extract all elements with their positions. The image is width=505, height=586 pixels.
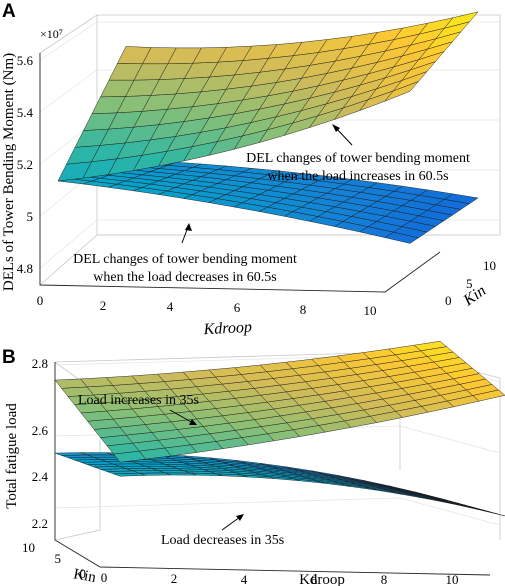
panel-b-x-tick: 6 bbox=[311, 572, 318, 586]
panel-b-x-tick: 10 bbox=[446, 572, 459, 586]
annotation-line: when the load decreases in 60.5s bbox=[93, 270, 277, 285]
panel-a-z-ticks: 4.8 5 5.2 5.4 5.6 bbox=[17, 53, 34, 276]
panel-b-z-tick: 2.2 bbox=[32, 516, 48, 531]
panel-b-y-tick: 0 bbox=[80, 566, 87, 581]
annotation-arrow bbox=[169, 409, 194, 424]
panel-a-z-tick: 5.2 bbox=[17, 157, 33, 172]
surface-cell bbox=[414, 491, 447, 501]
panel-a-y-tick: 5 bbox=[466, 276, 473, 291]
panel-a-x-ticks: 0 2 4 6 8 10 bbox=[37, 293, 377, 318]
panel-b-surfaces bbox=[54, 340, 505, 517]
panel-a-x-tick: 0 bbox=[37, 293, 44, 308]
panel-a-x-tick: 10 bbox=[364, 303, 377, 318]
panel-b-z-ticks: 2.2 2.4 2.6 2.8 bbox=[32, 356, 49, 531]
annotation-arrowhead bbox=[236, 514, 244, 521]
annotation-arrowhead bbox=[332, 124, 340, 132]
panel-a-y-tick: 0 bbox=[445, 293, 452, 308]
panel-a-y-label: Kin bbox=[460, 282, 490, 310]
panel-b-annotation-increase: Load increases in 35s bbox=[78, 393, 199, 425]
panel-a-z-tick: 5 bbox=[27, 209, 34, 224]
panel-a-annotation-increase: DEL changes of tower bending moment when… bbox=[246, 124, 470, 184]
panel-a-letter: A bbox=[2, 1, 16, 22]
panel-b-y-tick: 5 bbox=[55, 551, 62, 566]
panel-b-x-label: Kdroop bbox=[299, 572, 345, 586]
panel-b-annotation-decrease: Load decreases in 35s bbox=[161, 514, 284, 548]
panel-b-axes bbox=[54, 362, 491, 576]
panel-a-axes bbox=[39, 53, 441, 293]
panel-a-z-tick: 5.6 bbox=[17, 53, 34, 68]
panel-b-y-ticks: 10 5 0 bbox=[22, 540, 86, 581]
panel-b: B 2.2 2.4 2.6 2.8 10 5 0 0 2 4 bbox=[2, 340, 505, 586]
surface-cell bbox=[443, 193, 479, 204]
panel-a: A 4.8 5 5.2 5.4 5.6 × bbox=[1, 1, 501, 339]
annotation-arrow bbox=[221, 516, 241, 531]
panel-a-y-tick: 10 bbox=[483, 258, 496, 273]
panel-a-z-tick: 4.8 bbox=[17, 261, 33, 276]
panel-a-z-tick: 5.4 bbox=[17, 105, 34, 120]
panel-b-x-ticks: 0 2 4 6 8 10 bbox=[101, 570, 459, 586]
panel-a-x-label: Kdroop bbox=[202, 319, 252, 339]
panel-b-z-label: Total fatigue load bbox=[4, 403, 20, 509]
panel-b-y-label: Kin bbox=[72, 566, 97, 586]
panel-b-z-tick: 2.6 bbox=[32, 423, 49, 438]
panel-b-x-tick: 4 bbox=[241, 572, 248, 586]
surface-cell bbox=[443, 11, 479, 29]
panel-a-x-tick: 2 bbox=[100, 298, 107, 313]
panel-b-x-tick: 0 bbox=[101, 570, 108, 585]
panel-a-z-label: DELs of Tower Bending Moment (Nm) bbox=[1, 53, 17, 291]
annotation-line: DEL changes of tower bending moment bbox=[246, 151, 470, 166]
panel-a-x-tick: 8 bbox=[300, 302, 307, 317]
annotation-line: Load increases in 35s bbox=[78, 393, 199, 408]
panel-a-surfaces bbox=[57, 11, 479, 244]
panel-b-z-tick: 2.8 bbox=[32, 356, 48, 371]
panel-a-z-exponent: ×10⁷ bbox=[40, 27, 63, 41]
annotation-line: when the load increases in 60.5s bbox=[267, 169, 448, 184]
panel-a-x-tick: 4 bbox=[167, 299, 174, 314]
panel-b-x-tick: 8 bbox=[381, 572, 388, 586]
annotation-arrowhead bbox=[185, 223, 192, 231]
panel-a-x-tick: 6 bbox=[234, 300, 241, 315]
annotation-line: DEL changes of tower bending moment bbox=[73, 252, 297, 267]
surface-cell bbox=[413, 340, 448, 352]
panel-a-y-ticks: 0 5 10 bbox=[445, 258, 496, 308]
panel-b-y-tick: 10 bbox=[22, 540, 35, 555]
panel-b-x-tick: 2 bbox=[171, 571, 178, 586]
annotation-line: Load decreases in 35s bbox=[161, 533, 284, 548]
annotation-arrowhead bbox=[189, 419, 197, 425]
panel-b-z-tick: 2.4 bbox=[32, 469, 49, 484]
panel-b-letter: B bbox=[2, 347, 16, 368]
panel-a-annotation-decrease: DEL changes of tower bending moment when… bbox=[73, 223, 297, 285]
